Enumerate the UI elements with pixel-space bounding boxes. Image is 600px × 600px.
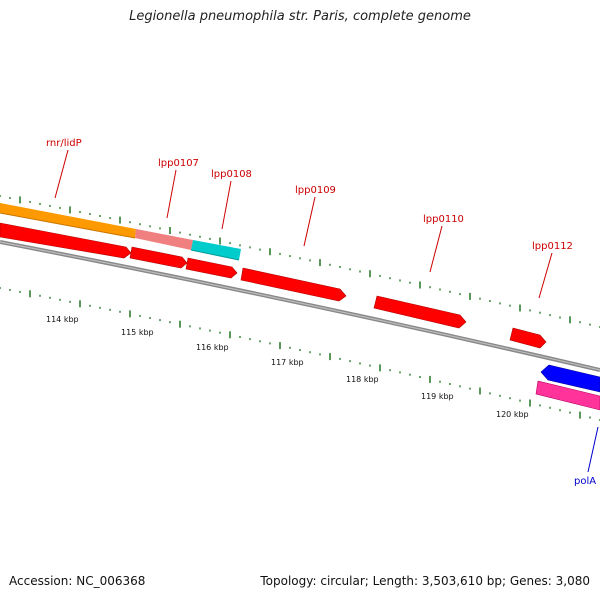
pink-reverse-feature	[535, 380, 600, 411]
label-leaders	[54, 149, 553, 299]
ruler-label: 116 kbp	[196, 343, 229, 352]
cds-arrow-3	[185, 257, 238, 279]
gene-label-lpp0109: lpp0109	[295, 185, 336, 196]
accession-text: Accession: NC_006368	[9, 574, 146, 588]
gene-label-lpp0110: lpp0110	[423, 214, 464, 225]
genome-summary-text: Topology: circular; Length: 3,503,610 bp…	[260, 574, 590, 588]
pink-feature	[135, 229, 193, 250]
cyan-feature	[191, 240, 241, 260]
gene-label-lpp0107: lpp0107	[158, 158, 199, 169]
ruler-label: 114 kbp	[46, 315, 79, 324]
cyan-feature-edge	[190, 249, 240, 261]
cds-arrow-lpp0109	[240, 267, 347, 302]
cds-arrow-2	[129, 246, 188, 269]
ruler-label: 120 kbp	[496, 410, 529, 419]
gene-label-lpp0108: lpp0108	[211, 169, 252, 180]
ruler-label: 117 kbp	[271, 358, 304, 367]
pola-leader	[587, 426, 599, 473]
genome-backbone-highlight	[0, 241, 600, 371]
gene-label-rnr-lidp: rnr/lidP	[46, 138, 82, 149]
map-title: Legionella pneumophila str. Paris, compl…	[129, 9, 471, 24]
cds-arrow-lpp0112	[509, 327, 547, 349]
ruler-label: 118 kbp	[346, 375, 379, 384]
pola-feature-blue	[540, 364, 600, 393]
orange-feature	[0, 203, 136, 238]
gene-label-lpp0112: lpp0112	[532, 241, 573, 252]
ruler-label: 119 kbp	[421, 392, 454, 401]
outer-tick-ring	[0, 195, 600, 328]
orange-feature-edge	[0, 212, 136, 239]
gene-label-pola: polA	[574, 476, 596, 487]
cds-arrow-1	[0, 222, 132, 259]
cds-arrow-lpp0110	[373, 295, 467, 329]
ruler-tick-ring	[0, 287, 600, 421]
ruler-label: 115 kbp	[121, 328, 154, 337]
